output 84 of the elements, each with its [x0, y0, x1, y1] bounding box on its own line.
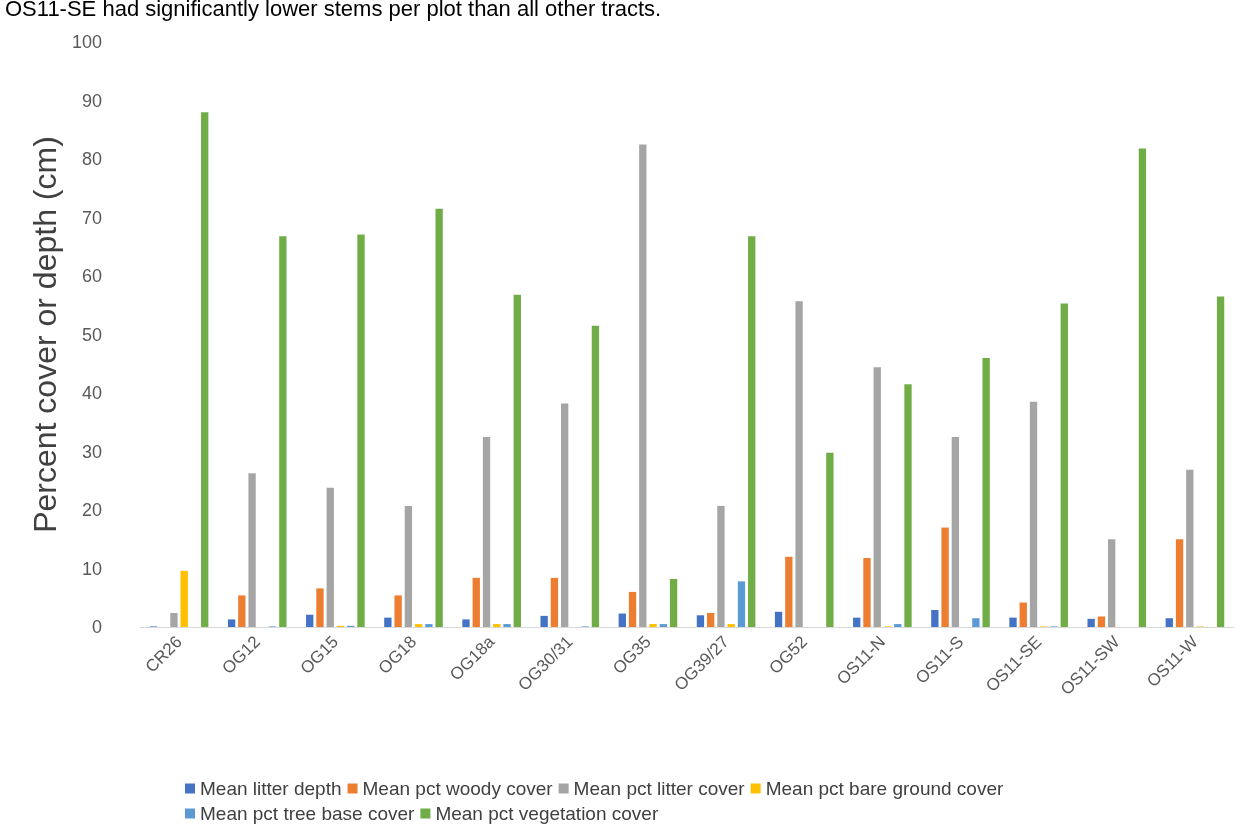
bar — [560, 403, 569, 627]
bar — [1019, 602, 1027, 627]
bar — [591, 325, 600, 627]
bar — [795, 301, 803, 627]
bar — [357, 234, 365, 627]
bar — [316, 588, 324, 627]
legend-label: Mean pct bare ground cover — [765, 778, 1004, 799]
bar — [1186, 469, 1194, 627]
bar — [982, 357, 990, 627]
legend-label: Mean pct vegetation cover — [435, 803, 659, 824]
bar — [748, 236, 756, 627]
bar — [1138, 148, 1147, 627]
bar — [170, 612, 178, 627]
bar — [1029, 401, 1038, 627]
bar — [1087, 618, 1095, 627]
bar — [180, 570, 188, 627]
bar — [404, 505, 413, 627]
bar — [639, 144, 647, 627]
bar — [472, 577, 480, 627]
y-tick-label: 70 — [81, 207, 102, 228]
bar — [227, 619, 236, 627]
bar — [826, 452, 834, 627]
bar — [737, 581, 746, 627]
bar — [972, 618, 980, 627]
bar — [727, 624, 735, 627]
bar — [435, 208, 443, 627]
y-axis-title: Percent cover or depth (cm) — [27, 136, 64, 533]
bar — [394, 595, 402, 627]
bar — [951, 436, 960, 627]
bar — [306, 614, 314, 627]
bar — [931, 610, 939, 627]
bar — [863, 557, 871, 627]
y-tick-label: 50 — [81, 324, 102, 345]
bar — [1216, 296, 1225, 627]
bar — [279, 236, 287, 627]
bar — [628, 591, 637, 627]
bar — [669, 579, 678, 627]
y-tick-label: 20 — [81, 500, 102, 520]
bar — [707, 612, 715, 627]
bar — [238, 595, 246, 627]
bar — [659, 624, 667, 627]
bar — [785, 556, 793, 627]
bar — [326, 487, 334, 627]
bar — [503, 624, 511, 627]
bar — [774, 611, 783, 627]
y-tick-label: 10 — [81, 558, 102, 579]
bar — [201, 112, 209, 627]
bar — [904, 384, 912, 627]
y-tick-label: 60 — [81, 266, 102, 286]
bar — [1097, 616, 1106, 627]
bar — [1107, 539, 1116, 627]
y-tick-label: 0 — [91, 617, 102, 637]
y-tick-label: 30 — [81, 441, 102, 462]
bar — [384, 617, 392, 627]
y-tick-label: 90 — [81, 90, 102, 111]
text: OS11-SE had significantly lower stems per plot than all other tracts. — [5, 0, 662, 21]
bar — [248, 473, 256, 627]
bar — [649, 624, 657, 627]
bar — [1175, 539, 1184, 627]
bar — [717, 505, 725, 627]
bar — [853, 617, 861, 627]
bar — [414, 624, 423, 627]
y-tick-label: 100 — [71, 32, 102, 52]
bar — [894, 624, 902, 627]
bar — [493, 624, 501, 627]
bar — [941, 527, 949, 627]
bar — [462, 619, 470, 627]
bar — [696, 615, 705, 627]
bar — [1165, 618, 1173, 627]
legend-label: Mean pct woody cover — [362, 778, 554, 799]
legend-label: Mean litter depth — [200, 778, 342, 799]
bar — [618, 613, 626, 627]
legend-label: Mean pct litter cover — [573, 778, 746, 799]
bar — [1009, 617, 1017, 627]
bar — [550, 577, 559, 627]
y-tick-label: 40 — [81, 383, 102, 403]
bar — [425, 624, 433, 627]
bar — [873, 367, 881, 627]
y-tick-label: 80 — [81, 149, 102, 169]
bar — [482, 436, 491, 627]
bar — [1060, 303, 1068, 627]
bar — [540, 615, 548, 627]
bar — [513, 294, 521, 627]
legend-label: Mean pct tree base cover — [200, 803, 416, 824]
